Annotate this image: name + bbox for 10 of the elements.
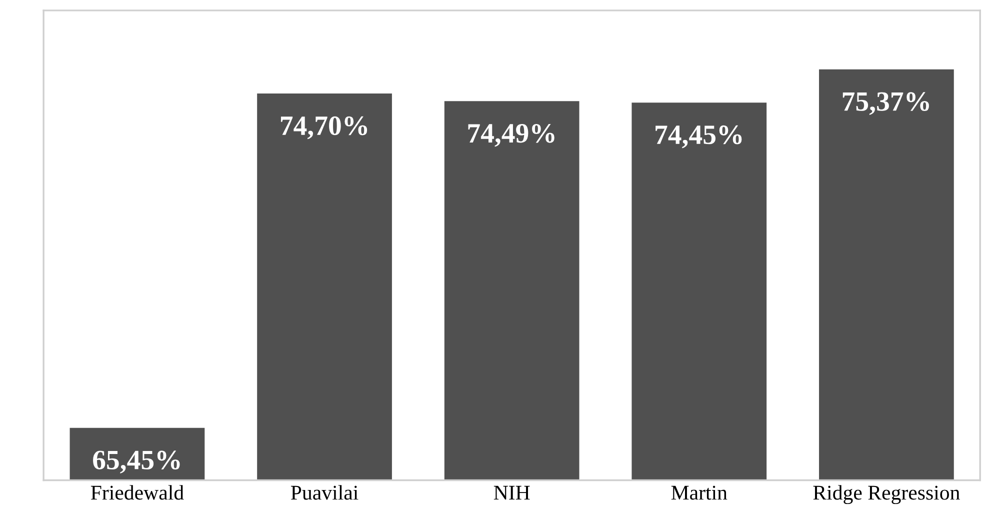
data-label: 65,45% [93, 450, 180, 474]
x-tick-label: NIH [494, 486, 530, 500]
x-tick-label: Puavilai [290, 485, 358, 500]
x-tick-label: Ridge Regression [813, 485, 960, 504]
data-label: 74,70% [280, 116, 368, 140]
data-label: 75,37% [842, 92, 929, 115]
data-label: 74,49% [468, 124, 554, 147]
x-tick-label: Martin [671, 486, 728, 500]
x-tick-label: Friedewald [90, 485, 184, 500]
data-label: 74,45% [656, 125, 742, 148]
